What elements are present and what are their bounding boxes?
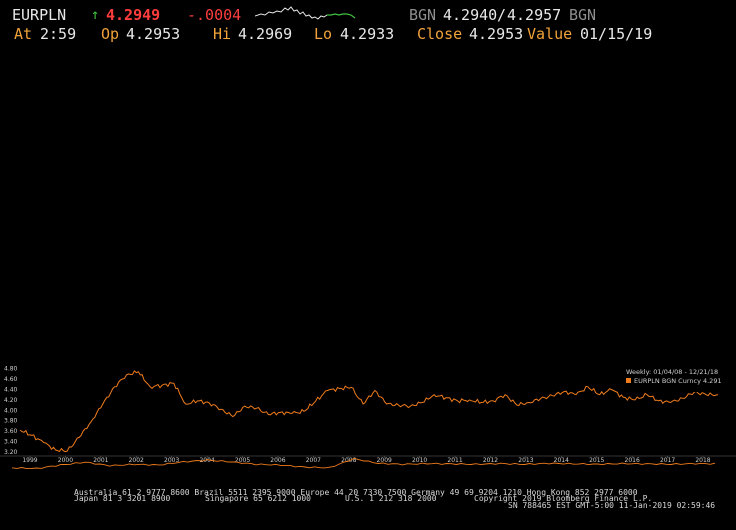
legend-range: Weekly: 01/04/08 - 12/21/18 bbox=[626, 368, 718, 376]
x-tick-label: 2017 bbox=[660, 457, 675, 464]
footer-singapore: Singapore 65 6212 1000 bbox=[205, 494, 311, 503]
x-tick-label: 2004 bbox=[199, 457, 214, 464]
y-tick-label: 4.00 bbox=[4, 407, 18, 414]
net-change: -.0004 bbox=[187, 6, 242, 24]
x-tick-label: 2002 bbox=[129, 457, 144, 464]
at-value: 2:59 bbox=[40, 25, 77, 43]
legend: Weekly: 01/04/08 - 12/21/18 EURPLN BGN C… bbox=[620, 366, 728, 392]
ticker[interactable]: EURPLN bbox=[12, 6, 67, 24]
x-tick-label: 2006 bbox=[270, 457, 285, 464]
x-tick-label: 2009 bbox=[377, 457, 392, 464]
open-label: Op bbox=[101, 25, 120, 43]
x-tick-label: 2018 bbox=[695, 457, 710, 464]
intraday-sparkline bbox=[255, 6, 356, 20]
x-tick-label: 2008 bbox=[341, 457, 356, 464]
ask-price: 4.2957 bbox=[507, 6, 562, 24]
legend-series: EURPLN BGN Curncy 4.291 bbox=[634, 377, 722, 385]
x-tick-label: 2005 bbox=[235, 457, 250, 464]
footer-japan: Japan 81 3 3201 8900 bbox=[74, 494, 171, 503]
price-chart[interactable]: 4.80 4.60 4.40 4.20 4.00 3.80 3.60 3.40 3.20 Wee… bbox=[0, 360, 736, 485]
legend-box bbox=[620, 366, 728, 392]
x-tick-label: 2013 bbox=[518, 457, 533, 464]
ask-source: BGN bbox=[569, 6, 597, 24]
y-tick-label: 3.60 bbox=[4, 428, 18, 435]
footer: Australia 61 2 9777 8600 Brazil 5511 239… bbox=[0, 486, 736, 530]
at-label: At bbox=[14, 25, 33, 43]
x-tick-label: 2011 bbox=[447, 457, 462, 464]
y-tick-label: 4.80 bbox=[4, 366, 18, 373]
x-tick-label: 2000 bbox=[58, 457, 73, 464]
x-tick-label: 2001 bbox=[93, 457, 108, 464]
footer-session: SN 788465 EST GMT-5:00 11-Jan-2019 02:59… bbox=[508, 501, 716, 510]
high-label: Hi bbox=[213, 25, 232, 43]
low-label: Lo bbox=[314, 25, 333, 43]
x-tick-label: 2010 bbox=[412, 457, 427, 464]
y-tick-label: 3.20 bbox=[4, 449, 18, 456]
x-axis: 1999 2000 2001 2002 2003 2004 2005 2006 2007 2008… bbox=[22, 456, 711, 464]
x-tick-label: 2015 bbox=[589, 457, 604, 464]
y-axis: 4.80 4.60 4.40 4.20 4.00 3.80 3.60 3.40 3.20 bbox=[4, 366, 18, 456]
close-label: Close bbox=[417, 25, 463, 43]
lower-panel bbox=[11, 457, 716, 470]
bid-source: BGN bbox=[409, 6, 437, 24]
up-arrow-icon: ↑ bbox=[91, 7, 100, 23]
x-tick-label: 2012 bbox=[483, 457, 498, 464]
y-tick-label: 3.80 bbox=[4, 418, 18, 425]
value-date: 01/15/19 bbox=[580, 25, 653, 43]
last-price: 4.2949 bbox=[106, 6, 161, 24]
x-tick-label: 2016 bbox=[625, 457, 640, 464]
series-line-overview bbox=[11, 457, 716, 470]
bid-price: 4.2940 bbox=[443, 6, 498, 24]
series-line-eurpln bbox=[19, 370, 719, 453]
high-value: 4.2969 bbox=[238, 25, 293, 43]
footer-copyright: Copyright 2019 Bloomberg Finance L.P. bbox=[474, 494, 653, 503]
footer-us: U.S. 1 212 318 2000 bbox=[345, 494, 437, 503]
y-tick-label: 4.20 bbox=[4, 397, 18, 404]
open-value: 4.2953 bbox=[126, 25, 181, 43]
plot-area[interactable] bbox=[19, 370, 719, 453]
footer-line1: Australia 61 2 9777 8600 Brazil 5511 239… bbox=[74, 488, 638, 497]
close-value: 4.2953 bbox=[469, 25, 524, 43]
x-tick-label: 1999 bbox=[22, 457, 37, 464]
bid-ask-separator: / bbox=[497, 6, 507, 24]
x-tick-label: 2003 bbox=[164, 457, 179, 464]
y-tick-label: 4.60 bbox=[4, 376, 18, 383]
y-tick-label: 3.40 bbox=[4, 439, 18, 446]
x-tick-label: 2007 bbox=[306, 457, 321, 464]
y-tick-label: 4.40 bbox=[4, 386, 18, 393]
low-value: 4.2933 bbox=[340, 25, 395, 43]
quote-bar: EURPLN ↑ 4.2949 -.0004 BGN 4.2940 / 4.29… bbox=[0, 0, 736, 48]
legend-swatch bbox=[626, 378, 631, 383]
x-tick-label: 2014 bbox=[554, 457, 569, 464]
value-label: Value bbox=[527, 25, 573, 43]
